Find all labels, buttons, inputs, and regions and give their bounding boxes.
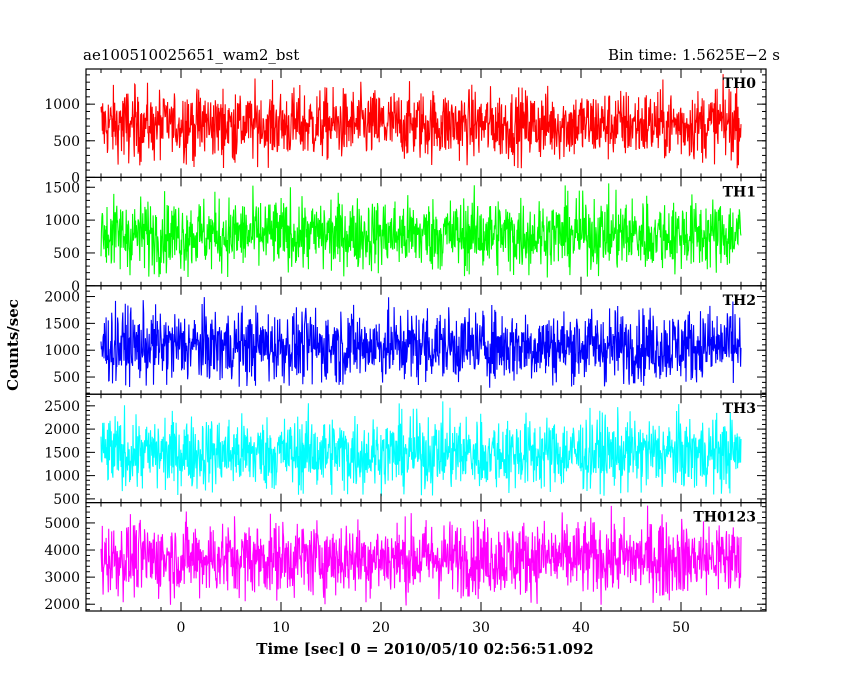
panel-th1: 0 500 1000 1500 TH1 bbox=[44, 176, 767, 295]
y-tick-label: 500 bbox=[53, 246, 80, 262]
y-tick-label: 1500 bbox=[44, 316, 80, 332]
y-tick-label: 2500 bbox=[44, 399, 80, 415]
panel-label-th2: TH2 bbox=[723, 293, 756, 309]
file-title: ae100510025651_wam2_bst bbox=[83, 46, 299, 64]
y-tick-label: 1000 bbox=[44, 97, 80, 113]
x-tick-label: 20 bbox=[372, 620, 390, 636]
x-tick-label: 10 bbox=[272, 620, 290, 636]
y-tick-label: 2000 bbox=[44, 422, 80, 438]
y-tick-label: 500 bbox=[53, 492, 80, 508]
series-th1-trace bbox=[100, 183, 742, 278]
y-tick-label: 0 bbox=[71, 170, 80, 186]
x-tick-label: 0 bbox=[177, 620, 186, 636]
y-tick-label: 3000 bbox=[44, 570, 80, 586]
series-th3-trace bbox=[100, 401, 742, 497]
y-tick-label: 2000 bbox=[44, 597, 80, 613]
x-tick-label: 40 bbox=[572, 620, 590, 636]
x-tick-label: 30 bbox=[472, 620, 490, 636]
y-axis-label: Counts/sec bbox=[4, 299, 22, 391]
y-tick-label: 4000 bbox=[44, 543, 80, 559]
panel-frame bbox=[85, 502, 767, 612]
panel-th0: 0 500 1000 TH0 bbox=[44, 68, 767, 186]
y-tick-label: 1000 bbox=[44, 469, 80, 485]
y-tick-label: 5000 bbox=[44, 516, 80, 532]
bin-time-label: Bin time: 1.5625E−2 s bbox=[608, 46, 780, 64]
panel-label-th1: TH1 bbox=[723, 184, 756, 200]
y-tick-label: 1500 bbox=[44, 180, 80, 196]
panel-th0123: 2000 3000 4000 5000 TH0123 bbox=[44, 502, 767, 613]
series-th2-trace bbox=[100, 297, 742, 388]
y-tick-label: 500 bbox=[53, 134, 80, 150]
y-tick-label: 0 bbox=[71, 279, 80, 295]
y-tick-label: 1500 bbox=[44, 445, 80, 461]
y-tick-label: 2000 bbox=[44, 290, 80, 306]
x-axis: 0 10 20 30 40 50 bbox=[177, 620, 690, 636]
x-axis-label: Time [sec] 0 = 2010/05/10 02:56:51.092 bbox=[256, 640, 593, 658]
panel-label-th3: TH3 bbox=[723, 401, 756, 417]
y-tick-label: 1000 bbox=[44, 343, 80, 359]
panel-th2: 500 1000 1500 2000 TH2 bbox=[44, 285, 767, 395]
panel-stack: 0 500 1000 TH0 0 500 1000 1500 TH1 500 1000 1500 200… bbox=[44, 68, 767, 613]
series-th0123-trace bbox=[100, 505, 742, 606]
series-th0-trace bbox=[100, 74, 742, 169]
y-tick-label: 1000 bbox=[44, 213, 80, 229]
x-tick-label: 50 bbox=[672, 620, 690, 636]
y-tick-label: 500 bbox=[53, 370, 80, 386]
panel-label-th0123: TH0123 bbox=[693, 510, 756, 526]
panel-th3: 500 1000 1500 2000 2500 TH3 bbox=[44, 393, 767, 508]
panel-label-th0: TH0 bbox=[723, 76, 757, 92]
